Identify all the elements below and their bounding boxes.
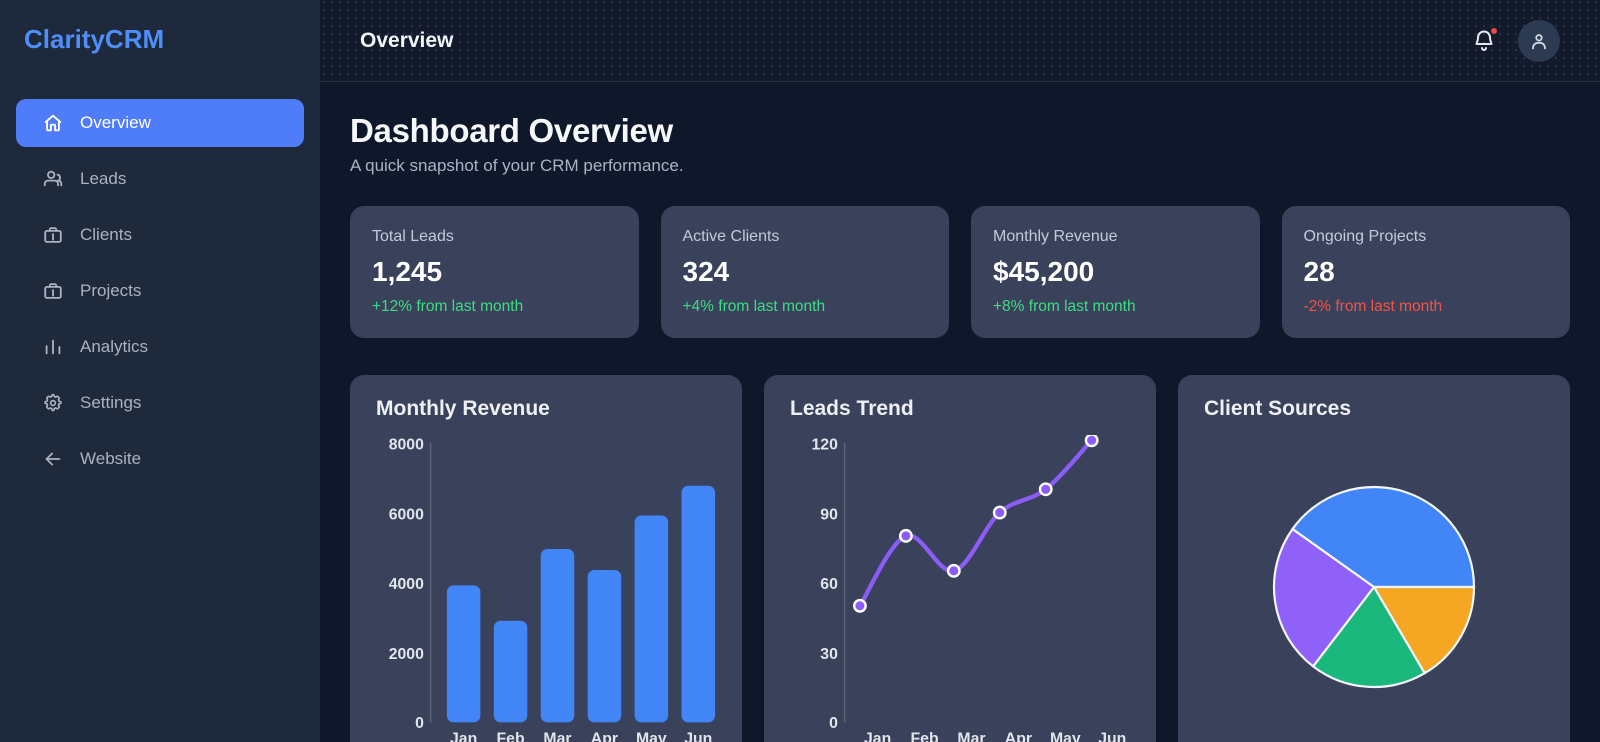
svg-text:Feb: Feb — [911, 730, 939, 742]
svg-text:4000: 4000 — [389, 576, 424, 593]
svg-text:0: 0 — [415, 715, 424, 732]
svg-text:60: 60 — [820, 576, 838, 593]
svg-text:30: 30 — [820, 646, 838, 663]
svg-text:Apr: Apr — [591, 730, 618, 742]
svg-text:Apr: Apr — [1005, 730, 1032, 742]
svg-text:May: May — [636, 730, 667, 742]
svg-text:0: 0 — [829, 715, 838, 732]
svg-text:Jan: Jan — [450, 730, 477, 742]
svg-text:May: May — [1050, 730, 1081, 742]
svg-text:8000: 8000 — [389, 436, 424, 453]
svg-text:2000: 2000 — [389, 646, 424, 663]
svg-text:Jan: Jan — [864, 730, 891, 742]
svg-text:6000: 6000 — [389, 506, 424, 523]
svg-text:90: 90 — [820, 506, 838, 523]
svg-text:Mar: Mar — [543, 730, 571, 742]
svg-text:120: 120 — [812, 436, 839, 453]
svg-text:Jun: Jun — [1098, 730, 1126, 742]
svg-text:Jun: Jun — [684, 730, 712, 742]
svg-text:Mar: Mar — [957, 730, 985, 742]
svg-text:Feb: Feb — [497, 730, 525, 742]
